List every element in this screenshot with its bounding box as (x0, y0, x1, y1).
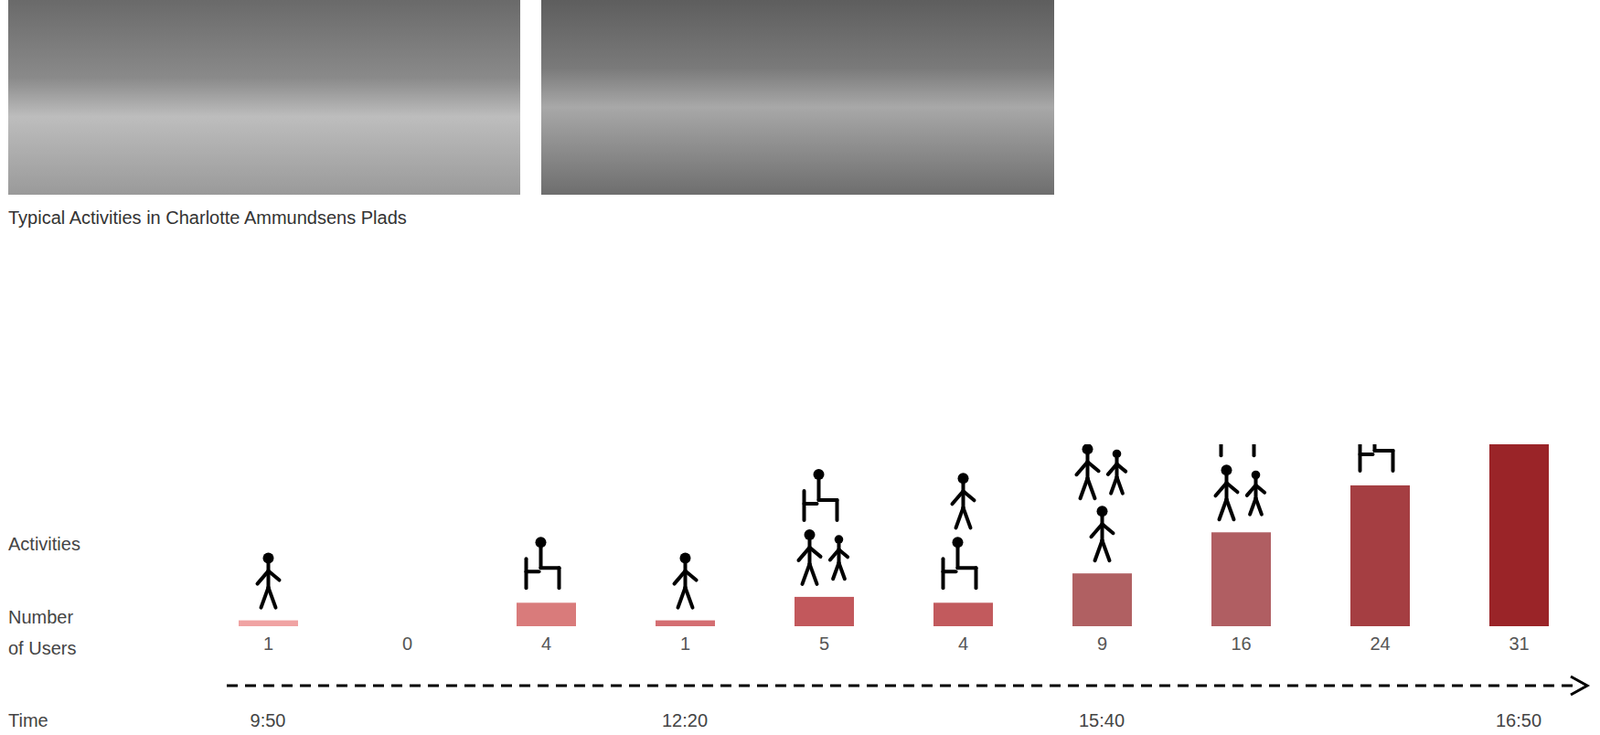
svg-text:24: 24 (1369, 633, 1390, 654)
html-text:Time: Time (8, 710, 49, 731)
svg-text:15:40: 15:40 (1078, 710, 1125, 731)
svg-text:1: 1 (263, 633, 274, 654)
svg-text:4: 4 (958, 633, 969, 654)
svg-text:16:50: 16:50 (1495, 710, 1542, 731)
svg-text:1: 1 (680, 633, 691, 654)
svg-text:9:50: 9:50 (250, 710, 287, 731)
svg-text:16: 16 (1230, 633, 1251, 654)
svg-text:4: 4 (541, 633, 552, 654)
svg-text:5: 5 (819, 633, 830, 654)
svg-text:9: 9 (1097, 633, 1108, 654)
html-text:Activities: Activities (8, 533, 81, 555)
svg-text:12:20: 12:20 (661, 710, 708, 731)
html-text:of Users: of Users (8, 638, 77, 659)
svg-text:0: 0 (402, 633, 413, 654)
html-text:Typical Activities in Charlott: Typical Activities in Charlotte Ammundse… (8, 207, 407, 228)
svg-text:31: 31 (1508, 633, 1529, 654)
html-text:Number: Number (8, 607, 74, 628)
